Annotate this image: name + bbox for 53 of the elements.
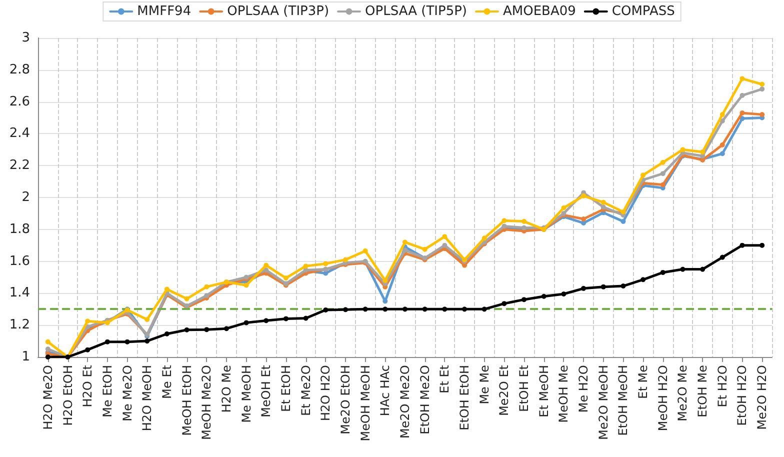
x-tick-label: MeOH Et [259,364,274,418]
y-tick-label: 1.2 [9,318,30,333]
x-tick-label: Me2O EtOH [338,365,352,434]
y-tick-label: 3 [22,30,30,46]
x-tick-label: HAc HAc [378,365,392,416]
x-tick-label: MeOH MeOH [358,365,372,442]
x-tick-label: MeOH Me2O [200,365,214,440]
x-tick-label: Me2O H2O [755,365,770,430]
x-tick-label: Me2O Et [497,364,512,416]
x-tick-label: EtOH Me2O [418,365,432,434]
x-tick-label: Me H2O [576,365,591,413]
y-tick-label: 2.4 [9,126,30,142]
x-tick-label: Me2O Me2O [398,365,412,438]
x-tick-label: H2O Me2O [40,365,55,430]
x-tick-label: EtOH MeOH [616,365,630,436]
x-tick-label: Me2O MeOH [596,365,610,440]
x-tick-label: Et EtOH [278,365,293,412]
y-tick-label: 2.8 [9,62,30,78]
x-tick-label: H2O H2O [318,365,333,422]
y-tick-label: 1 [22,350,30,364]
x-tick-label: Me EtOH [100,365,114,418]
legend-label: OPLSAA (TIP5P) [365,4,468,19]
y-tick-label: 2.6 [9,94,30,110]
x-tick-label: H2O EtOH [60,365,75,426]
x-tick-label: Et Me [636,365,650,399]
x-tick-label: H2O Et [80,364,95,408]
x-tick-label: Et MeOH [536,365,551,418]
x-tick-label: MeOH H2O [656,365,670,432]
legend-label: COMPASS [612,4,675,19]
y-tick-label: 1.4 [9,286,30,301]
x-tick-label: H2O MeOH [140,365,154,432]
x-tick-label: EtOH H2O [735,365,750,426]
legend-label: MMFF94 [137,4,192,19]
x-tick-label: Me Me2O [120,365,134,422]
x-tick-label: MeOH Me [556,365,571,423]
x-tick-label: H2O Me [219,365,234,413]
x-tick-label: Et Me2O [298,365,313,416]
x-tick-label: MeOH EtOH [180,365,194,436]
x-tick-label: Me Me [477,365,492,404]
x-tick-label: Et Et [438,364,452,394]
x-tick-label: Me2O Me [676,365,690,422]
y-tick-label: 2.2 [9,158,30,174]
legend-label: AMOEBA09 [503,4,576,19]
x-tick-label: Me Et [160,364,174,399]
x-tick-label: EtOH Et [517,364,532,412]
y-tick-label: 1.8 [9,222,30,237]
legend-label: OPLSAA (TIP3P) [227,4,330,19]
x-tick-label: Me MeOH [239,365,254,423]
y-tick-label: 2 [22,190,30,205]
y-tick-label: 1.6 [9,254,30,269]
x-tick-label: EtOH Me [696,365,710,418]
x-tick-label: EtOH EtOH [458,365,472,430]
x-tick-label: Et H2O [715,365,730,408]
